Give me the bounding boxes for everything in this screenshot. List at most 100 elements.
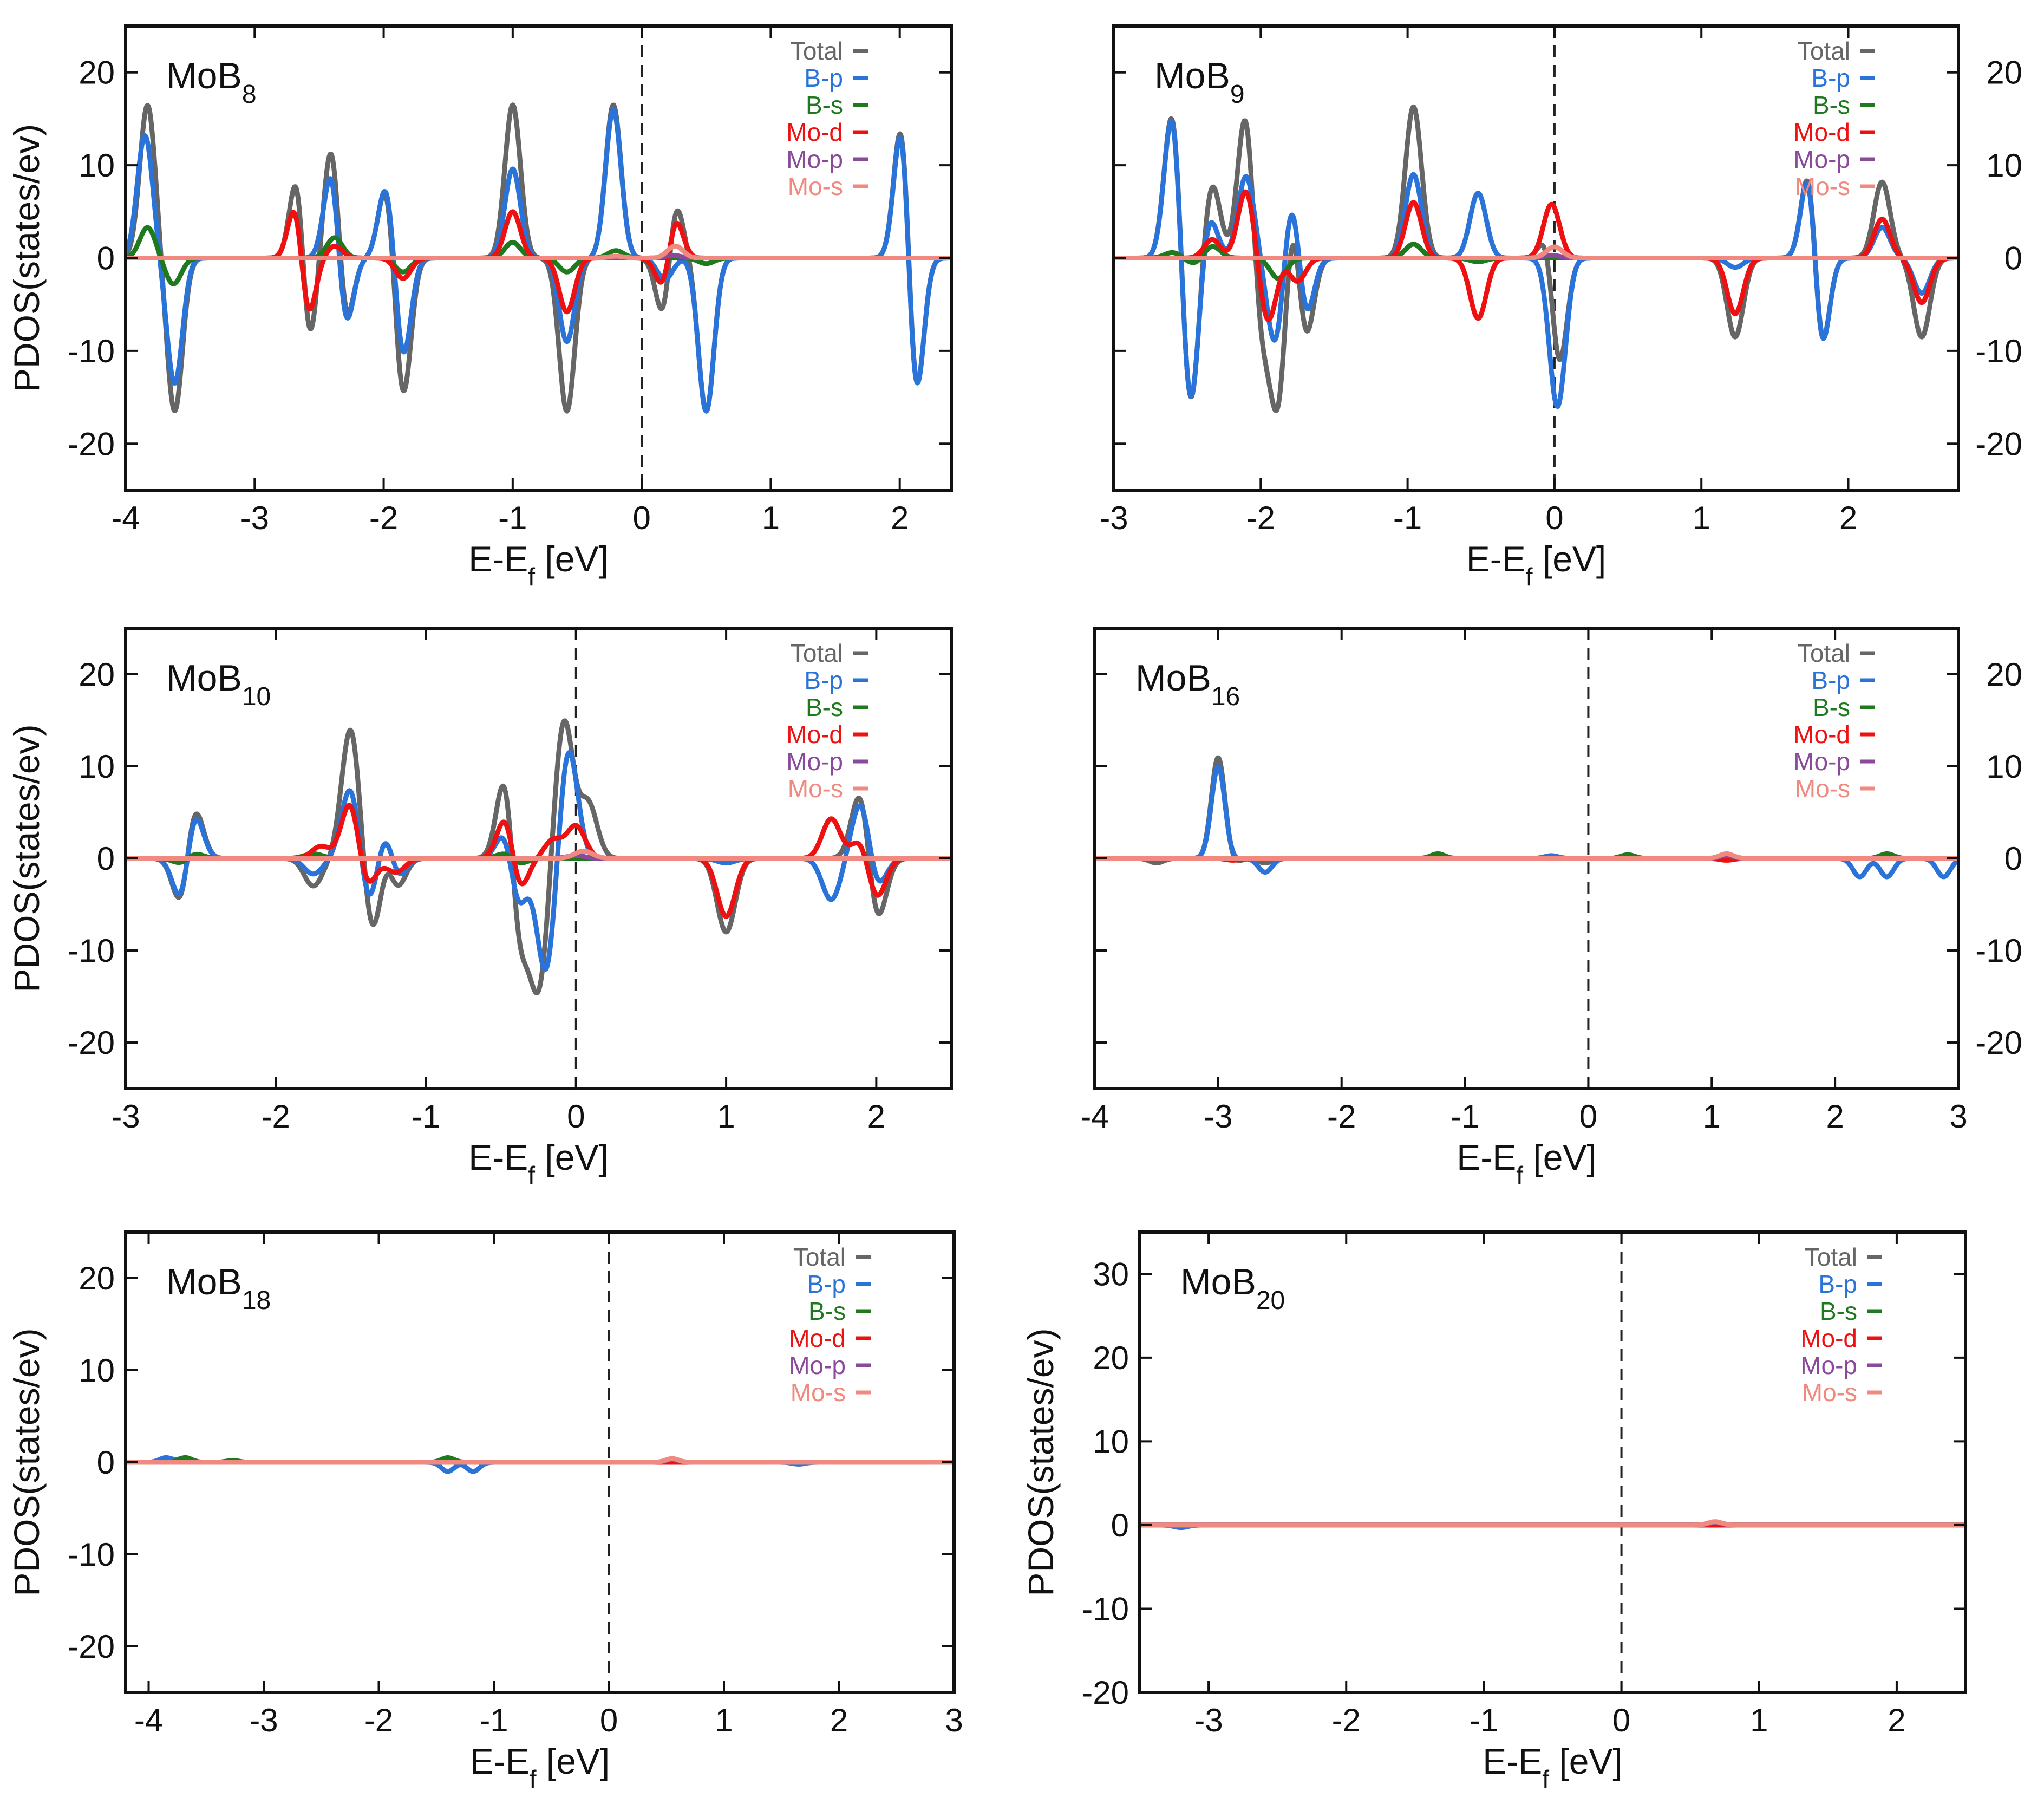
legend-label: Mo-s [1802,1378,1857,1406]
x-tick-label: 1 [762,500,780,536]
legend-label: B-p [1818,1270,1857,1298]
x-axis-label: E-Ef [eV] [1483,1741,1623,1793]
legend-label: Mo-p [786,145,843,173]
panel-title: MoB18 [166,1261,271,1315]
panel-title: MoB20 [1180,1261,1285,1315]
legend-label: B-s [806,693,843,721]
x-tick-label: -2 [1327,1098,1356,1135]
x-axis-label: E-Ef [eV] [1466,539,1607,591]
plot-frame [1138,1230,1967,1694]
series-b-p-line [1114,119,1958,409]
y-tick-label: 10 [79,147,115,184]
x-tick-label: -1 [1451,1098,1479,1135]
y-tick-label: -10 [68,333,115,369]
y-tick-label: -20 [68,426,115,462]
series-mo-s-line [1095,851,1958,861]
x-tick-label: -1 [1470,1702,1498,1738]
panel-title: MoB10 [166,657,271,711]
legend-label: Mo-s [788,172,843,200]
legend-label: B-s [1813,91,1850,119]
panel-title: MoB9 [1154,55,1245,109]
y-tick-label: 0 [97,240,115,277]
y-tick-label: -20 [68,1025,115,1061]
x-tick-label: 0 [1612,1702,1630,1738]
legend-label: Total [793,1243,846,1271]
x-tick-label: -4 [111,500,140,536]
x-axis-label: E-Ef [eV] [1457,1137,1597,1189]
legend-label: B-p [1811,666,1850,694]
legend-label: B-p [804,666,843,694]
x-tick-label: -1 [498,500,527,536]
panel-title: MoB8 [166,55,257,109]
x-tick-label: 0 [1579,1098,1597,1135]
x-tick-label: -1 [1393,500,1422,536]
x-axis-label: E-Ef [eV] [470,1741,610,1793]
legend-label: Mo-d [786,118,843,146]
x-axis-label: E-Ef [eV] [468,1137,609,1189]
legend-label: Total [1798,37,1850,65]
y-tick-label: 0 [2004,841,2022,877]
y-tick-label: 10 [79,1352,115,1389]
series-mo-s-line [126,848,951,861]
x-tick-label: 3 [1949,1098,1967,1135]
x-tick-label: -3 [1194,1702,1223,1738]
legend-label: Mo-d [1793,720,1850,748]
series-mo-s-line [1114,244,1958,260]
legend-label: Mo-p [789,1351,846,1379]
x-tick-label: 0 [632,500,650,536]
x-tick-label: -3 [240,500,269,536]
legend-label: Total [791,639,843,667]
x-tick-label: 0 [600,1702,618,1738]
y-tick-label: -20 [1975,426,2022,462]
y-tick-label: 20 [79,55,115,91]
x-tick-label: 0 [1545,500,1563,536]
x-axis-label: E-Ef [eV] [468,539,609,591]
series-mo-s-line [126,1456,954,1465]
series-mo-s-line [1140,1519,1965,1528]
y-tick-label: -10 [1975,933,2022,969]
y-tick-label: -20 [1082,1675,1129,1711]
legend-label: Mo-s [1795,774,1850,803]
legend-label: Mo-d [1800,1324,1857,1352]
legend-label: Mo-s [791,1378,846,1406]
y-tick-label: 20 [79,1260,115,1297]
series-mo-d-line [126,209,951,315]
legend-label: Total [1798,639,1850,667]
legend-label: B-s [1813,693,1850,721]
y-tick-label: -10 [1082,1591,1129,1627]
x-tick-label: -3 [1099,500,1128,536]
y-tick-label: 20 [1986,656,2022,693]
y-tick-label: 10 [79,748,115,785]
y-tick-label: 10 [1986,147,2022,184]
x-tick-label: 1 [1703,1098,1721,1135]
y-tick-label: -10 [68,1536,115,1573]
y-axis-label: PDOS(states/ev) [6,724,47,992]
legend-label: Total [791,37,843,65]
legend-label: B-p [804,64,843,92]
x-tick-label: -3 [1204,1098,1232,1135]
legend-label: B-p [807,1270,846,1298]
y-tick-label: -20 [1975,1025,2022,1061]
x-tick-label: -1 [412,1098,440,1135]
x-tick-label: 2 [830,1702,848,1738]
y-tick-label: 10 [1986,748,2022,785]
x-tick-label: 2 [891,500,909,536]
y-tick-label: 20 [1093,1340,1129,1376]
y-axis-label: PDOS(states/ev) [6,124,47,392]
y-tick-label: -20 [68,1629,115,1665]
legend-label: Mo-p [1800,1351,1857,1379]
x-tick-label: 2 [1826,1098,1844,1135]
x-tick-label: -3 [111,1098,140,1135]
x-tick-label: -1 [479,1702,508,1738]
legend-label: Mo-d [786,720,843,748]
y-tick-label: 20 [1986,55,2022,91]
legend-label: B-p [1811,64,1850,92]
y-tick-label: 10 [1093,1423,1129,1460]
legend-label: Mo-d [789,1324,846,1352]
